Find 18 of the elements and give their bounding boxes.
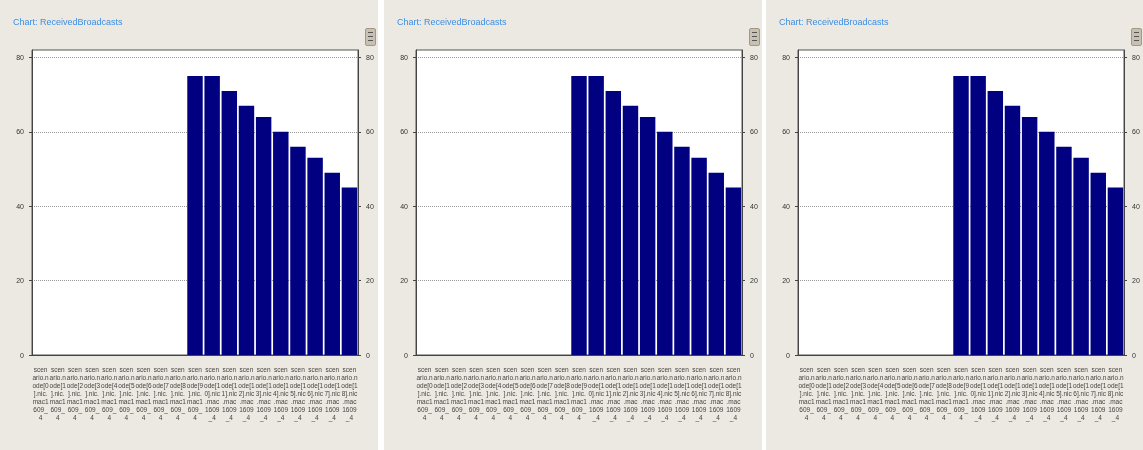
bar xyxy=(341,187,358,355)
chart-title: Chart: ReceivedBroadcasts xyxy=(397,16,508,27)
bar xyxy=(324,172,340,355)
bar xyxy=(1107,187,1124,355)
bar xyxy=(708,172,724,355)
chart-title: Chart: ReceivedBroadcasts xyxy=(13,16,124,27)
chart-title: Chart: ReceivedBroadcasts xyxy=(779,16,890,27)
bar xyxy=(1021,116,1038,355)
bar xyxy=(725,187,742,355)
bar xyxy=(605,90,622,355)
bar xyxy=(1090,172,1106,355)
bar xyxy=(622,105,639,355)
bar xyxy=(238,105,255,355)
bar xyxy=(639,116,656,355)
bar xyxy=(1004,105,1021,355)
bar xyxy=(987,90,1004,355)
bar xyxy=(255,116,272,355)
bar xyxy=(221,90,238,355)
